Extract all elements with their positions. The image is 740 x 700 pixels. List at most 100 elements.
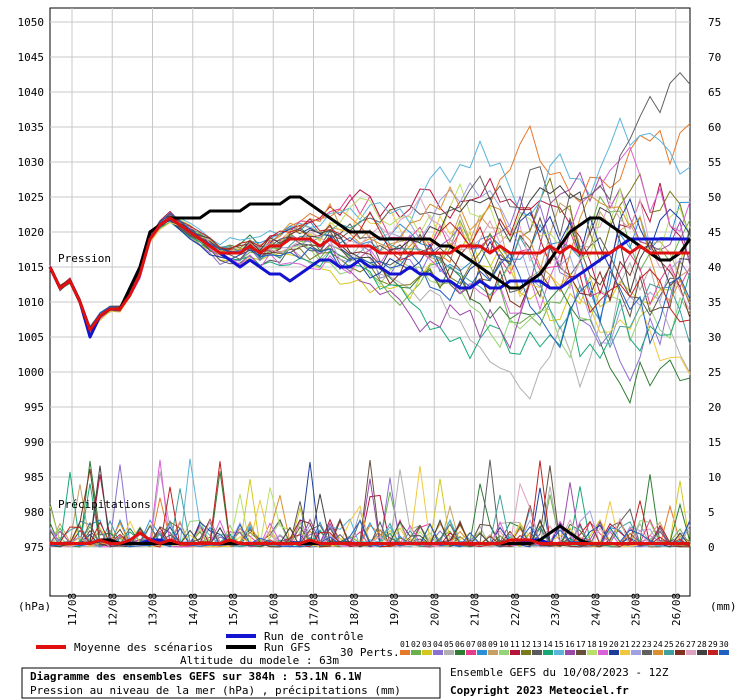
perturbation-legend-swatch <box>543 650 553 655</box>
right-tick-label: 5 <box>708 506 715 519</box>
perturbation-legend-swatch <box>719 650 729 655</box>
right-tick-label: 65 <box>708 86 721 99</box>
perturbation-legend-swatch <box>422 650 432 655</box>
left-tick-label: 980 <box>24 506 44 519</box>
perturbations-label: 30 Perts. <box>340 646 400 659</box>
perturbation-01-precip <box>49 497 691 548</box>
right-tick-label: 75 <box>708 16 721 29</box>
perturbation-legend-swatch <box>488 650 498 655</box>
right-tick-label: 20 <box>708 401 721 414</box>
footer-title: Diagramme des ensembles GEFS sur 384h : … <box>30 670 362 683</box>
perturbation-legend-id: 08 <box>477 640 487 649</box>
right-axis-unit: (mm) <box>710 600 737 613</box>
x-tick-label: 17/08 <box>308 593 321 626</box>
perturbation-legend-swatch <box>554 650 564 655</box>
perturbation-legend-id: 20 <box>609 640 619 649</box>
perturbation-legend-id: 16 <box>565 640 575 649</box>
perturbation-legend-swatch <box>477 650 487 655</box>
x-tick-label: 19/08 <box>388 593 401 626</box>
perturbation-legend-id: 11 <box>510 640 520 649</box>
perturbation-legend-swatch <box>444 650 454 655</box>
right-tick-label: 10 <box>708 471 721 484</box>
perturbation-legend-id: 09 <box>488 640 498 649</box>
model-altitude: Altitude du modele : 63m <box>180 654 339 667</box>
main-series-lines <box>48 195 692 545</box>
perturbation-legend-swatch <box>466 650 476 655</box>
x-tick-label: 24/08 <box>589 593 602 626</box>
perturbation-legend-swatch <box>587 650 597 655</box>
x-tick-label: 16/08 <box>267 593 280 626</box>
x-tick-label: 20/08 <box>428 593 441 626</box>
left-tick-label: 1015 <box>18 261 45 274</box>
perturbation-legend-id: 30 <box>719 640 729 649</box>
perturbation-legend-id: 01 <box>400 640 410 649</box>
perturbation-legend-id: 12 <box>521 640 531 649</box>
perturbation-legend-id: 03 <box>422 640 432 649</box>
perturbation-legend-id: 07 <box>466 640 476 649</box>
right-tick-label: 25 <box>708 366 721 379</box>
legend-label-gfs: Run GFS <box>264 641 310 654</box>
perturbation-legend-id: 17 <box>576 640 586 649</box>
perturbation-legend-id: 24 <box>653 640 663 649</box>
left-axis-unit: (hPa) <box>18 600 51 613</box>
series-0-precip-line <box>50 531 690 545</box>
perturbation-legend-swatch <box>686 650 696 655</box>
left-tick-label: 1030 <box>18 156 45 169</box>
left-tick-label: 1025 <box>18 191 45 204</box>
perturbation-legend-id: 06 <box>455 640 465 649</box>
legend-label-mean: Moyenne des scénarios <box>74 641 213 654</box>
x-tick-label: 18/08 <box>348 593 361 626</box>
left-tick-label: 1040 <box>18 86 45 99</box>
left-tick-label: 1045 <box>18 51 45 64</box>
run-info: Ensemble GEFS du 10/08/2023 - 12Z <box>450 666 669 679</box>
perturbation-legend-id: 23 <box>642 640 652 649</box>
perturbation-legend-id: 22 <box>631 640 641 649</box>
left-tick-label: 1010 <box>18 296 45 309</box>
footer-subtitle: Pression au niveau de la mer (hPa) , pré… <box>30 684 401 697</box>
perturbation-legend-swatch <box>565 650 575 655</box>
perturbation-legend-swatch <box>411 650 421 655</box>
perturbation-legend-id: 25 <box>664 640 674 649</box>
perturbation-26-precip <box>49 469 691 548</box>
perturbation-legend-swatch <box>609 650 619 655</box>
footer-box <box>21 667 441 699</box>
perturbation-legend-id: 27 <box>686 640 696 649</box>
perturbation-legend-swatch <box>664 650 674 655</box>
x-tick-label: 21/08 <box>469 593 482 626</box>
copyright: Copyright 2023 Meteociel.fr <box>450 684 629 697</box>
perturbation-legend-swatch <box>642 650 652 655</box>
left-tick-label: 990 <box>24 436 44 449</box>
precip-panel-label: Précipitations <box>58 498 151 511</box>
perturbation-21-pressure <box>49 208 691 376</box>
perturbation-legend-id: 29 <box>708 640 718 649</box>
right-tick-label: 35 <box>708 296 721 309</box>
x-tick-label: 26/08 <box>670 593 683 626</box>
right-tick-label: 60 <box>708 121 721 134</box>
perturbation-legend-id: 19 <box>598 640 608 649</box>
x-tick-label: 22/08 <box>509 593 522 626</box>
x-tick-label: 11/08 <box>66 593 79 626</box>
perturbation-legend-swatch <box>708 650 718 655</box>
perturbation-legend-id: 18 <box>587 640 597 649</box>
perturbation-legend-swatch <box>433 650 443 655</box>
perturbation-legend-id: 02 <box>411 640 421 649</box>
perturbation-legend-swatch <box>631 650 641 655</box>
left-tick-label: 995 <box>24 401 44 414</box>
left-tick-label: 985 <box>24 471 44 484</box>
x-tick-label: 14/08 <box>187 593 200 626</box>
perturbation-legend-id: 05 <box>444 640 454 649</box>
perturbation-legend-swatch <box>675 650 685 655</box>
perturbation-legend-swatch <box>510 650 520 655</box>
right-tick-label: 50 <box>708 191 721 204</box>
right-tick-label: 45 <box>708 226 721 239</box>
perturbation-legend-swatch <box>499 650 509 655</box>
right-tick-label: 40 <box>708 261 721 274</box>
perturbation-legend-swatch <box>598 650 608 655</box>
left-tick-label: 1000 <box>18 366 45 379</box>
left-axis: 1050 1045 1040 1035 1030 1025 1020 1015 1010 1005… <box>18 16 45 554</box>
left-tick-label: 1005 <box>18 331 45 344</box>
perturbation-legend-swatch <box>697 650 707 655</box>
right-tick-label: 30 <box>708 331 721 344</box>
x-tick-label: 15/08 <box>227 593 240 626</box>
